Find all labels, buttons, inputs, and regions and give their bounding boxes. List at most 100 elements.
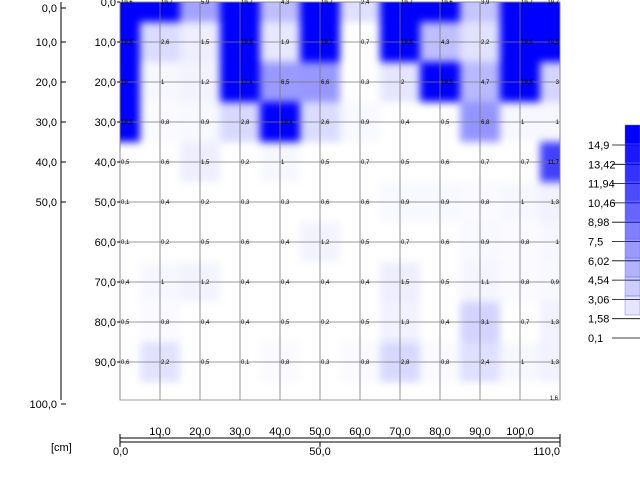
x-tick-label: 90,0 <box>469 426 490 438</box>
y-tick-label: 100,0 <box>29 399 57 411</box>
cell-value-label: 0,7 <box>361 40 370 46</box>
cell-value-label: 0,9 <box>551 280 560 286</box>
legend-swatch <box>624 162 640 183</box>
legend-label: 8,98 <box>588 217 609 229</box>
cell-value-label: 11,7 <box>548 160 560 166</box>
cell-value-label: 0,5 <box>281 320 290 326</box>
legend-swatch <box>624 181 640 202</box>
cell-value-label: 0,6 <box>441 160 450 166</box>
cell-value-label: 2,2 <box>161 360 170 366</box>
cell-value-label: 0,4 <box>281 280 290 286</box>
axes: 0,010,020,030,040,050,0100,00,010,020,03… <box>29 0 561 458</box>
cell-value-label: 1,2 <box>201 80 210 86</box>
cell-value-label: 1,2 <box>321 240 330 246</box>
cell-value-label: 2,6 <box>161 40 170 46</box>
legend-label: 0,1 <box>588 333 603 345</box>
cell-value-label: 1 <box>556 120 560 126</box>
cell-value-label: 0,4 <box>201 320 210 326</box>
cell-value-label: 19,5 <box>441 80 453 86</box>
y-tick-label: 0,0 <box>42 3 57 15</box>
y-inner-tick-label: 40,0 <box>95 157 116 169</box>
cell-value-label: 0,9 <box>441 200 450 206</box>
legend-label: 4,54 <box>588 275 609 287</box>
cell-value-label: 0,4 <box>121 280 130 286</box>
cell-value-label: 0,9 <box>361 120 370 126</box>
cell-value-label: 4,3 <box>441 40 450 46</box>
cell-value-label: 0,3 <box>321 360 330 366</box>
cell-value-label: 0,1 <box>121 240 130 246</box>
cell-value-label: 0,8 <box>521 280 530 286</box>
cell-value-label: 19,7 <box>321 0 333 6</box>
legend-label: 14,9 <box>588 140 609 152</box>
cell-value-label: 0,1 <box>121 200 130 206</box>
cell-value-label: 1,5 <box>201 160 210 166</box>
heat-cell <box>540 2 560 22</box>
cell-value-label: 0,5 <box>121 160 130 166</box>
legend-label: 3,06 <box>588 294 609 306</box>
cell-value-label: 1 <box>521 200 525 206</box>
cell-value-label: 0,9 <box>201 120 210 126</box>
cell-value-label: 0,5 <box>201 240 210 246</box>
cell-value-label: 0,8 <box>441 360 450 366</box>
cell-value-label: 0,7 <box>521 320 530 326</box>
cell-value-label: 1,2 <box>201 280 210 286</box>
cell-value-label: 19,6 <box>121 0 133 6</box>
cell-value-label: 19,5 <box>547 40 559 46</box>
cell-value-label: 1,3 <box>551 320 560 326</box>
cell-value-label: 2,8 <box>241 120 250 126</box>
cell-value-label: 0,5 <box>361 320 370 326</box>
cell-value-label: 0,6 <box>161 160 170 166</box>
cell-value-label: 2,4 <box>361 0 370 6</box>
y-inner-tick-label: 70,0 <box>95 277 116 289</box>
cell-value-label: 1,3 <box>551 200 560 206</box>
cell-value-label: 0,5 <box>121 320 130 326</box>
cell-value-label: 0,2 <box>321 320 330 326</box>
cell-value-label: 0,7 <box>401 240 410 246</box>
cell-value-label: 0,9 <box>401 200 410 206</box>
cell-value-label: 0,6 <box>321 200 330 206</box>
x-major-tick-label: 50,0 <box>309 446 330 458</box>
x-major-tick-label: 110,0 <box>533 446 560 458</box>
legend-label: 1,58 <box>588 314 609 326</box>
cell-value-label: 1 <box>521 360 525 366</box>
cell-value-label: 3,9 <box>481 0 490 6</box>
cell-value-label: 0,2 <box>201 200 210 206</box>
cell-value-label: 1,5 <box>401 280 410 286</box>
cell-value-label: 2,2 <box>481 40 490 46</box>
plot-area: 19,6 19,7 5,9 19,7 4,3 19,7 2,4 19,7 19,6 3,9 19,7… <box>119 0 561 402</box>
y-tick-label: 50,0 <box>36 197 57 209</box>
cell-value-label: 0,8 <box>161 120 170 126</box>
cell-value-label: 0,2 <box>161 240 170 246</box>
cell-value-label: 0,3 <box>281 200 290 206</box>
cell-value-label: 19,6 <box>121 40 133 46</box>
x-tick-label: 20,0 <box>189 426 210 438</box>
cell-value-label: 4,7 <box>481 80 490 86</box>
legend-swatch <box>624 257 640 278</box>
legend-label: 10,46 <box>588 198 616 210</box>
cell-value-label: 18,4 <box>281 120 293 126</box>
cell-value-label: 0,5 <box>441 120 450 126</box>
legend-label: 6,02 <box>588 256 609 268</box>
cell-value-label: 19,6 <box>241 40 253 46</box>
cell-value-label: 0,5 <box>441 280 450 286</box>
y-tick-label: 30,0 <box>36 117 57 129</box>
cell-value-label: 2 <box>401 80 405 86</box>
legend-label: 11,94 <box>588 179 615 191</box>
y-inner-tick-label: 50,0 <box>95 197 116 209</box>
cell-value-label: 1,6 <box>550 396 559 402</box>
cell-value-label: 1 <box>161 280 165 286</box>
legend: 14,9 13,42 11,94 10,46 8,98 7,5 6,02 4,54 3,06 1,… <box>588 124 640 345</box>
legend-label: 7,5 <box>588 237 603 249</box>
y-inner-tick-label: 60,0 <box>95 237 116 249</box>
cell-value-label: 0,7 <box>521 160 530 166</box>
cell-value-label: 1,9 <box>281 40 290 46</box>
cell-value-label: 0,6 <box>441 240 450 246</box>
y-tick-label: 40,0 <box>36 157 57 169</box>
x-tick-label: 100,0 <box>506 426 534 438</box>
legend-swatch <box>624 276 640 297</box>
cell-value-label: 0,4 <box>241 320 250 326</box>
legend-swatch <box>624 238 640 259</box>
cell-value-label: 0,4 <box>241 280 250 286</box>
legend-swatch <box>624 200 640 221</box>
cell-value-label: 2,6 <box>321 120 330 126</box>
